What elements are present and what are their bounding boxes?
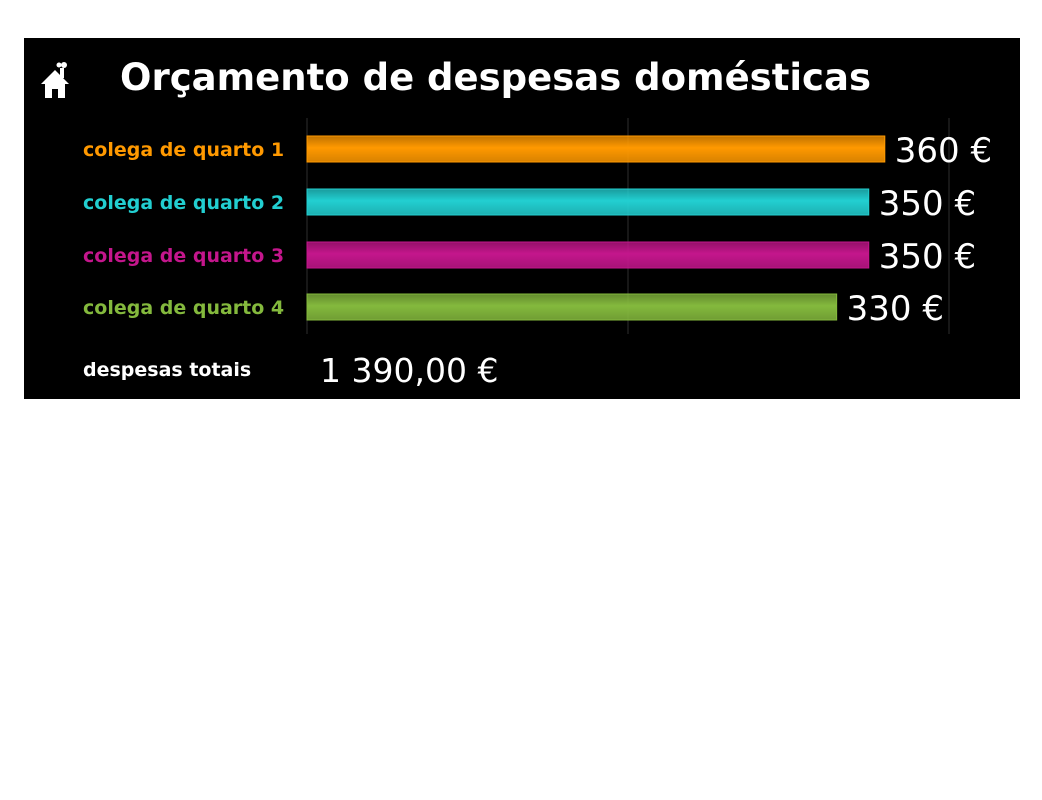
- category-label: colega de quarto 1: [83, 139, 284, 161]
- bar-chart: colega de quarto 1 360 € colega de quarto …: [83, 118, 992, 334]
- category-label: colega de quarto 2: [83, 192, 284, 214]
- value-label: 350 €: [879, 184, 976, 224]
- chart-title: Orçamento de despesas domésticas: [120, 56, 871, 99]
- bar: [306, 135, 886, 163]
- total-value: 1 390,00 €: [320, 351, 499, 390]
- category-label: colega de quarto 3: [83, 245, 284, 267]
- value-label: 360 €: [895, 131, 992, 171]
- chart-panel: Orçamento de despesas domésticas colega …: [24, 38, 1020, 399]
- value-label: 330 €: [847, 289, 944, 329]
- bar: [306, 241, 870, 269]
- total-label: despesas totais: [83, 359, 252, 381]
- value-label: 350 €: [879, 237, 976, 277]
- category-label: colega de quarto 4: [83, 297, 284, 319]
- bar: [306, 188, 870, 216]
- house-icon: [41, 62, 69, 98]
- bar: [306, 293, 838, 321]
